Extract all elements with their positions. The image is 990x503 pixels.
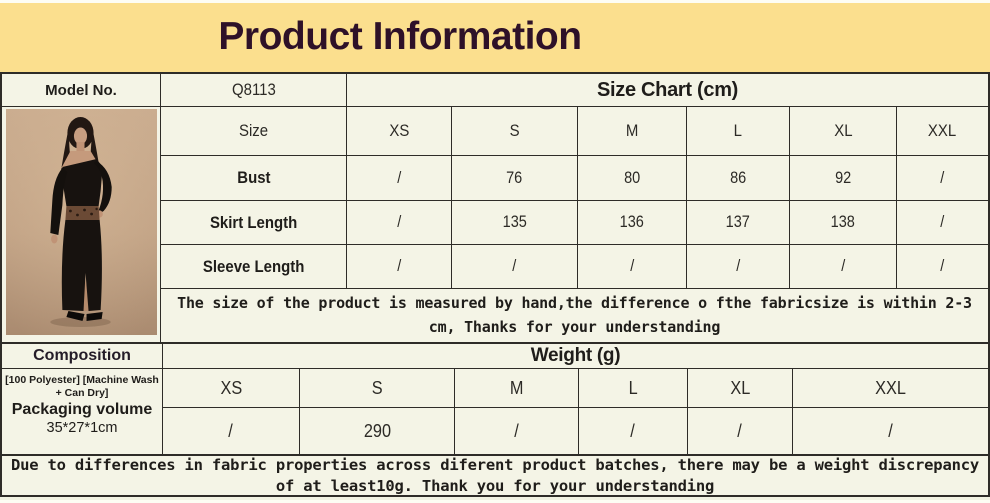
packaging-volume-value: 35*27*1cm (46, 420, 118, 437)
size-header-label-cell: Size (161, 107, 347, 156)
product-photo (2, 107, 161, 342)
size-chart-title: Size Chart (cm) (596, 78, 739, 101)
weight-size-l: L (579, 369, 688, 408)
weight-value-m: / (455, 408, 579, 454)
skirt-m: 136 (578, 201, 687, 245)
weight-value-xs: / (163, 408, 300, 454)
weight-size-s: S (300, 369, 455, 408)
skirt-xxl: / (897, 201, 988, 245)
model-no-label: Model No. (45, 81, 117, 99)
size-header-s: S (452, 107, 578, 156)
bust-xs: / (347, 156, 452, 201)
product-photo-illustration (6, 109, 157, 335)
sleeve-xxl: / (897, 245, 988, 289)
bust-xxl: / (897, 156, 988, 201)
sleeve-s: / (452, 245, 578, 289)
size-header-xl: XL (790, 107, 897, 156)
size-header-label: Size (238, 121, 269, 140)
weight-title: Weight (g) (530, 345, 621, 366)
bust-xl: 92 (790, 156, 897, 201)
size-header-xs: XS (347, 107, 452, 156)
weight-table: Composition Weight (g) [100 Polyester] [… (0, 342, 990, 454)
model-no-value: Q8113 (231, 80, 276, 99)
weight-discrepancy-note: Due to differences in fabric properties … (0, 454, 990, 497)
bust-s: 76 (452, 156, 578, 201)
skirt-xl: 138 (790, 201, 897, 245)
composition-label: Composition (33, 347, 131, 364)
sleeve-xl: / (790, 245, 897, 289)
weight-size-xs: XS (163, 369, 300, 408)
composition-details: [100 Polyester] [Machine Wash + Can Dry]… (2, 369, 163, 454)
weight-title-cell: Weight (g) (163, 344, 988, 369)
weight-value-xl: / (688, 408, 793, 454)
skirt-xs: / (347, 201, 452, 245)
packaging-volume-label: Packaging volume (11, 401, 153, 419)
size-chart-title-cell: Size Chart (cm) (347, 74, 988, 107)
skirt-s: 135 (452, 201, 578, 245)
page-title: Product Information (218, 15, 582, 58)
skirt-length-label-cell: Skirt Length (161, 201, 347, 245)
model-no-value-cell: Q8113 (161, 74, 347, 107)
bust-label: Bust (236, 168, 271, 187)
sleeve-m: / (578, 245, 687, 289)
weight-size-m: M (455, 369, 579, 408)
banner: Product Information (0, 3, 990, 72)
size-measure-note: The size of the product is measured by h… (161, 289, 988, 342)
size-chart-table: Model No. Q8113 Size Chart (cm) (0, 72, 990, 342)
sleeve-xs: / (347, 245, 452, 289)
bottom-margin (0, 497, 990, 500)
sleeve-l: / (687, 245, 790, 289)
weight-size-xxl: XXL (793, 369, 988, 408)
weight-value-s: 290 (300, 408, 455, 454)
bust-label-cell: Bust (161, 156, 347, 201)
bust-l: 86 (687, 156, 790, 201)
model-no-label-cell: Model No. (2, 74, 161, 107)
size-header-xxl: XXL (897, 107, 988, 156)
weight-value-l: / (579, 408, 688, 454)
skirt-l: 137 (687, 201, 790, 245)
weight-size-xl: XL (688, 369, 793, 408)
size-header-m: M (578, 107, 687, 156)
composition-materials: [100 Polyester] [Machine Wash + Can Dry] (5, 374, 159, 399)
sleeve-length-label-cell: Sleeve Length (161, 245, 347, 289)
weight-value-xxl: / (793, 408, 988, 454)
sleeve-length-label: Sleeve Length (202, 256, 305, 276)
bust-m: 80 (578, 156, 687, 201)
composition-label-cell: Composition (2, 344, 163, 369)
product-info-sheet: Product Information Model No. Q8113 Size… (0, 3, 990, 503)
size-header-l: L (687, 107, 790, 156)
skirt-length-label: Skirt Length (209, 212, 298, 232)
